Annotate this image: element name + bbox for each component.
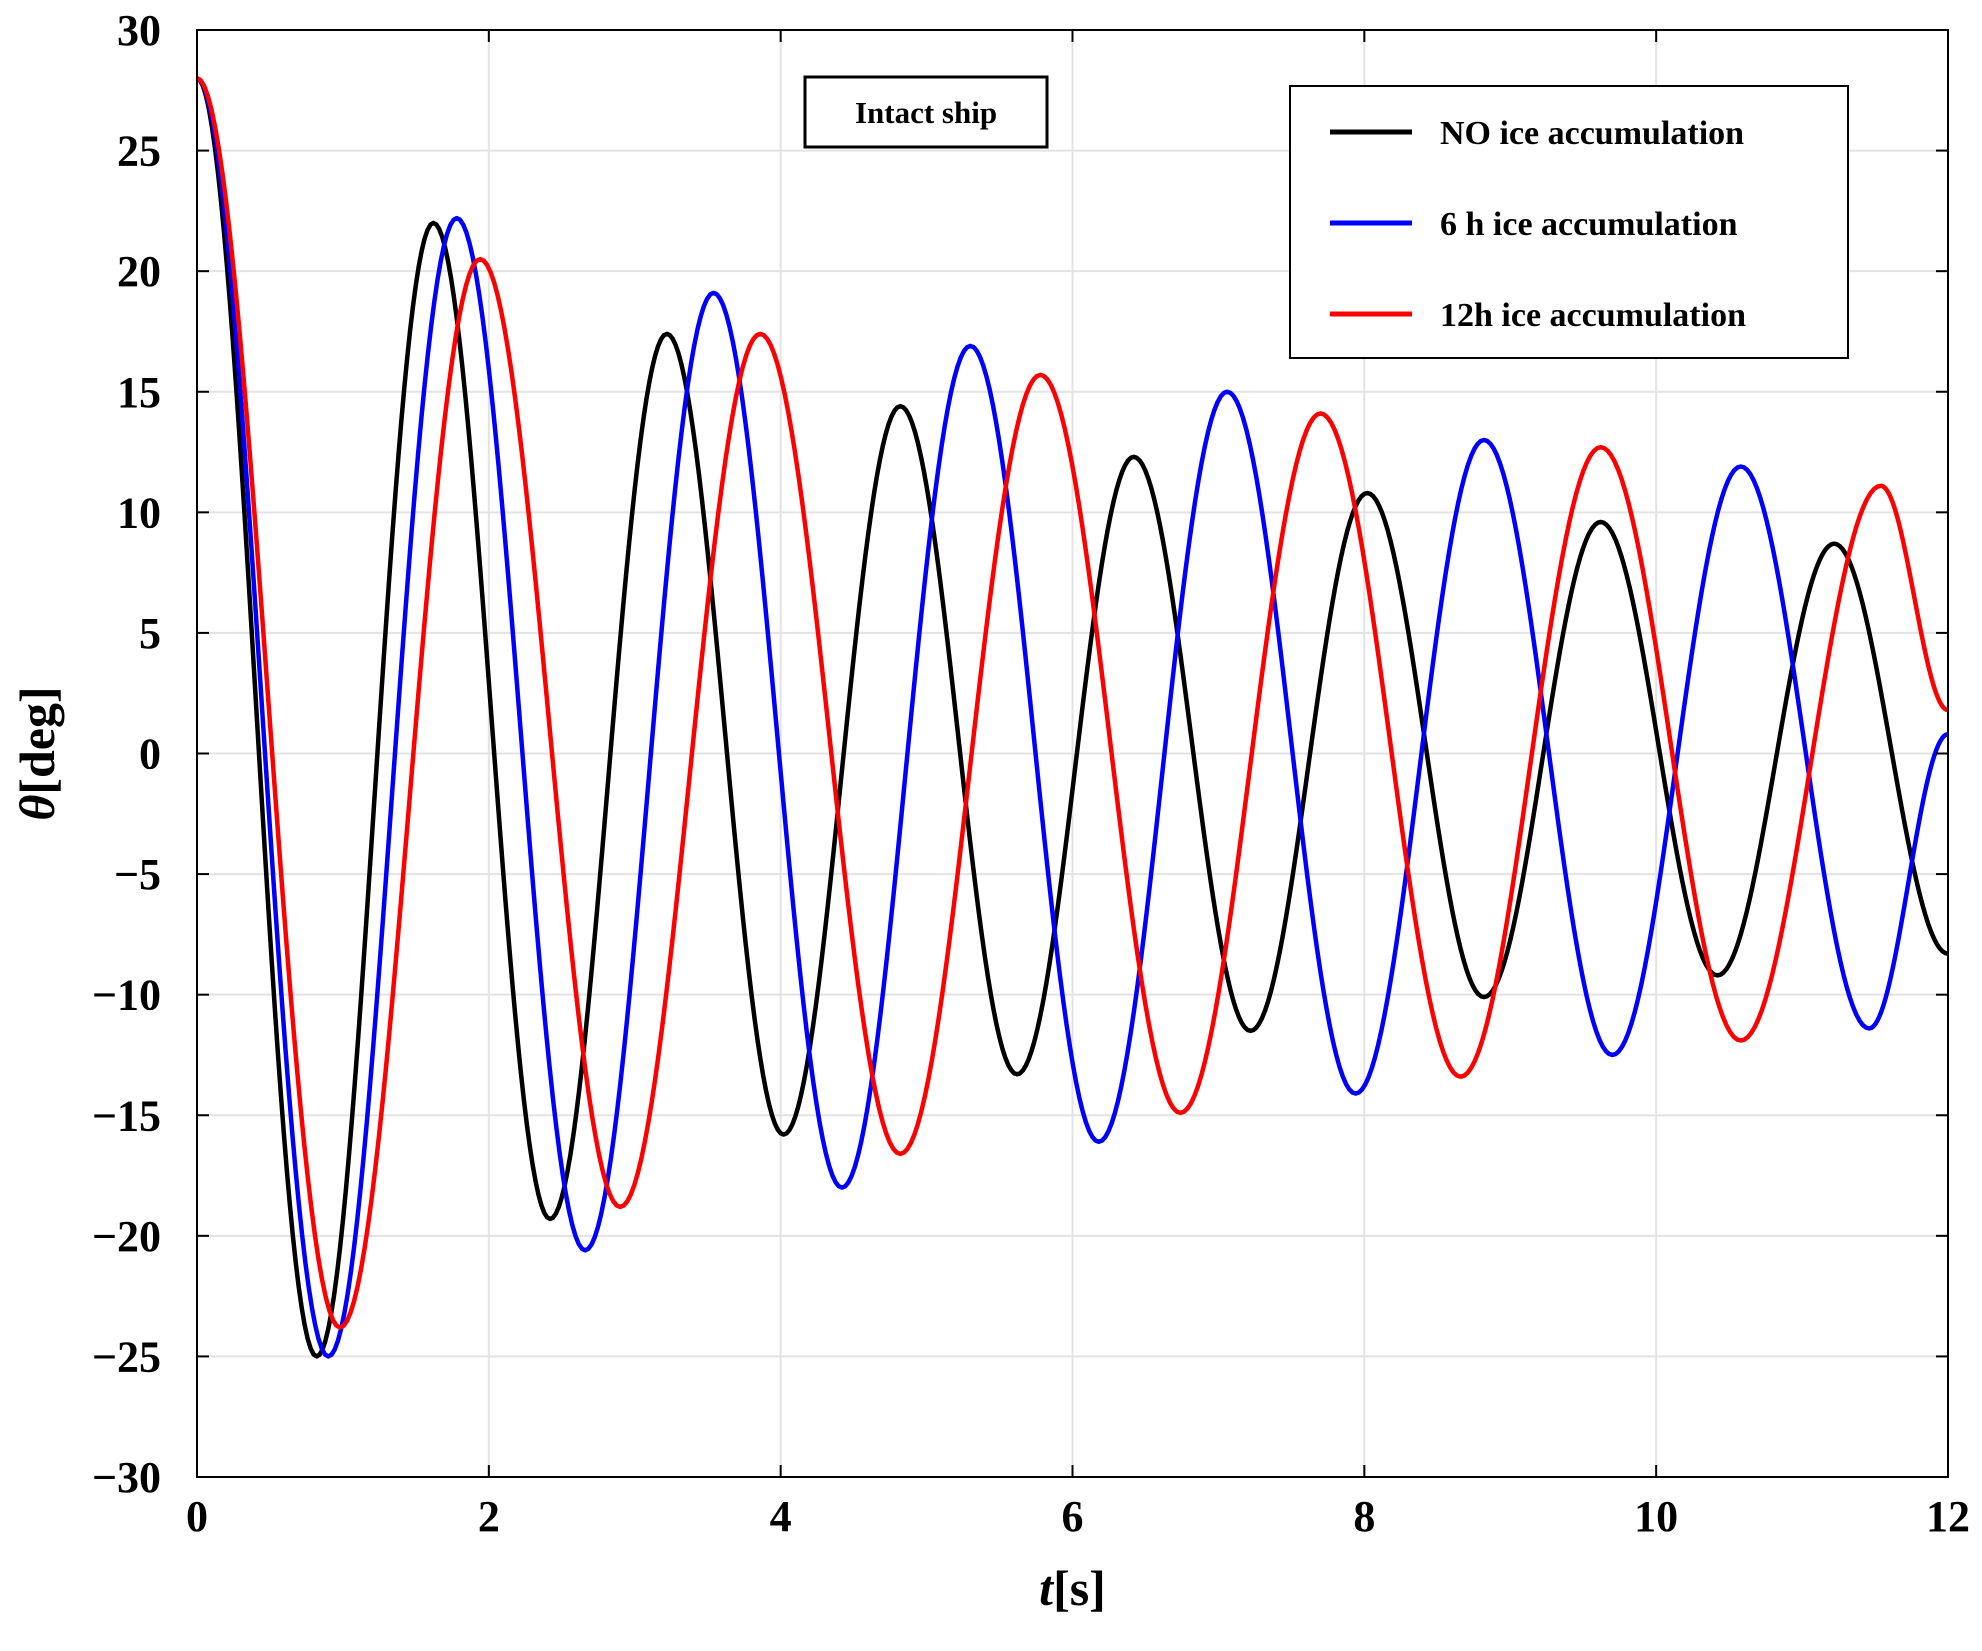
y-tick-label: 15 bbox=[117, 368, 161, 417]
y-tick-label: 0 bbox=[139, 730, 161, 779]
y-tick-label: −20 bbox=[92, 1212, 161, 1261]
x-tick-label: 12 bbox=[1926, 1492, 1970, 1541]
x-tick-label: 2 bbox=[478, 1492, 500, 1541]
tick-labels: 0 2 4 6 8 10 12 30 25 20 15 10 5 0 −5 −10 −15 −20 −25 −30 bbox=[92, 6, 1970, 1541]
y-axis-variable: θ bbox=[9, 795, 65, 821]
axis-ticks bbox=[196, 29, 1949, 1478]
y-tick-label: −30 bbox=[92, 1453, 161, 1502]
x-axis-variable: t bbox=[1039, 1560, 1055, 1616]
annotation-frame bbox=[803, 75, 1049, 149]
x-tick-label: 10 bbox=[1634, 1492, 1678, 1541]
legend-entries: NO ice accumulation 6 h ice accumulation 1… bbox=[1330, 115, 1746, 334]
annotation-box: Intact ship bbox=[803, 75, 1049, 149]
legend-label-1: NO ice accumulation bbox=[1440, 115, 1744, 152]
y-tick-label: 30 bbox=[117, 6, 161, 55]
series-line-3 bbox=[195, 76, 1949, 1330]
y-tick-label: −10 bbox=[92, 971, 161, 1020]
y-axis-title: θ[deg] bbox=[9, 686, 65, 820]
y-tick-label: 25 bbox=[117, 127, 161, 176]
x-axis-title: t[s] bbox=[1039, 1560, 1106, 1616]
x-tick-label: 8 bbox=[1353, 1492, 1375, 1541]
x-tick-label: 6 bbox=[1062, 1492, 1084, 1541]
x-tick-label: 0 bbox=[186, 1492, 208, 1541]
x-axis-unit: [s] bbox=[1053, 1560, 1106, 1616]
y-axis-unit: [deg] bbox=[9, 686, 65, 794]
series-line-2 bbox=[195, 76, 1949, 1359]
legend: NO ice accumulation 6 h ice accumulation 1… bbox=[1289, 85, 1849, 359]
y-tick-label: −15 bbox=[92, 1091, 161, 1140]
series-layer bbox=[195, 76, 1949, 1359]
y-tick-label: 5 bbox=[139, 609, 161, 658]
y-tick-label: −25 bbox=[92, 1332, 161, 1381]
series-line-1 bbox=[195, 76, 1949, 1359]
y-tick-label: −5 bbox=[114, 850, 161, 899]
annotation-label: Intact ship bbox=[855, 95, 997, 130]
legend-label-2: 6 h ice accumulation bbox=[1440, 206, 1738, 243]
x-tick-label: 4 bbox=[770, 1492, 792, 1541]
y-tick-label: 20 bbox=[117, 247, 161, 296]
legend-label-3: 12h ice accumulation bbox=[1440, 297, 1746, 334]
y-tick-label: 10 bbox=[117, 488, 161, 537]
